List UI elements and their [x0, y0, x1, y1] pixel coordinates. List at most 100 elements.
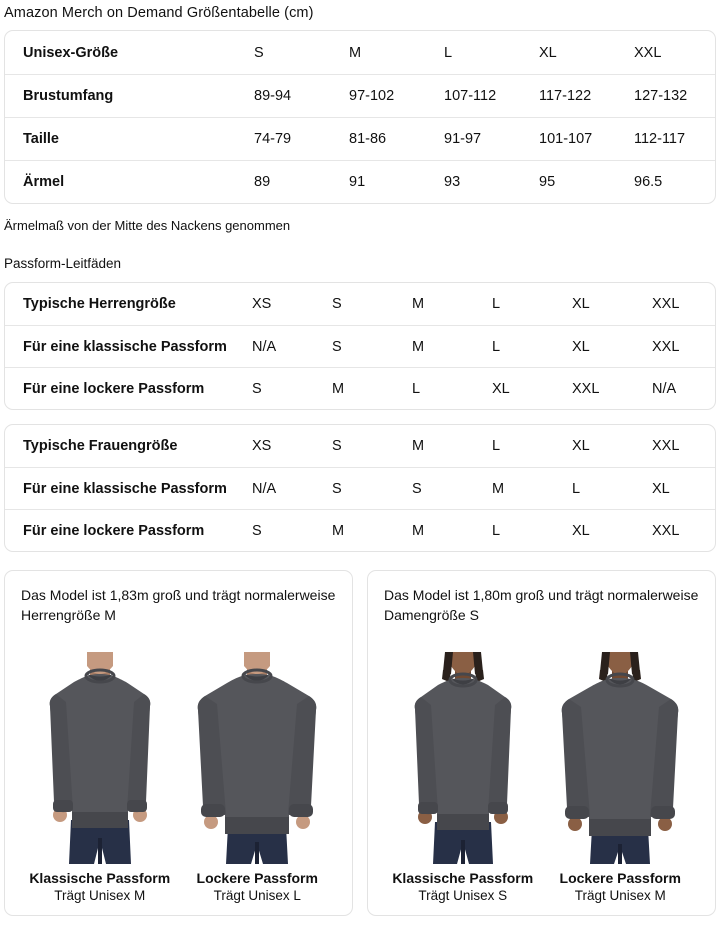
fit-size-sublabel: Trägt Unisex L	[213, 888, 301, 903]
table-cell: XS	[252, 296, 272, 312]
table-cell: S	[412, 480, 422, 497]
table-row: Brustumfang 89-94 97-102 107-112 117-122…	[5, 74, 715, 117]
table-cell: M	[412, 338, 425, 355]
row-header-label: Typische Frauengröße	[23, 438, 178, 454]
table-cell: XL	[572, 522, 590, 539]
table-cell: XL	[572, 296, 590, 312]
column-header-s: S	[254, 44, 264, 61]
row-header-label: Für eine klassische Passform	[23, 338, 227, 355]
unisex-size-table: Unisex-Größe S M L XL XXL Brustumfang 89…	[4, 30, 716, 204]
page-title: Amazon Merch on Demand Größentabelle (cm…	[4, 5, 314, 21]
womens-fit-guide-table: Typische Frauengröße XS S M L XL XXL Für…	[4, 424, 716, 552]
female-model-relaxed-image	[542, 631, 700, 864]
figure-row: Klassische Passform Trägt Unisex S	[384, 631, 699, 903]
table-row: Für eine lockere Passform S M L XL XXL N…	[5, 367, 715, 409]
figure-classic-fit: Klassische Passform Trägt Unisex S	[384, 631, 542, 903]
table-cell: L	[492, 338, 501, 355]
table-cell: M	[492, 480, 505, 497]
fit-size-sublabel: Trägt Unisex M	[574, 888, 666, 903]
table-cell: 107-112	[444, 88, 497, 104]
table-row: Typische Frauengröße XS S M L XL XXL	[5, 425, 715, 467]
table-cell: S	[332, 438, 342, 454]
male-model-classic-image	[21, 631, 179, 864]
table-cell: 117-122	[539, 88, 592, 104]
fit-label: Klassische Passform	[392, 870, 534, 886]
fit-size-sublabel: Trägt Unisex M	[54, 888, 146, 903]
table-cell: XL	[652, 480, 670, 497]
table-row: Für eine klassische Passform N/A S M L X…	[5, 325, 715, 367]
table-row: Für eine klassische Passform N/A S S M L…	[5, 467, 715, 509]
table-cell: S	[252, 522, 262, 539]
table-cell: 81-86	[349, 131, 387, 147]
table-cell: L	[492, 296, 501, 312]
table-cell: XL	[492, 380, 510, 397]
column-header-l: L	[444, 44, 453, 61]
table-cell: S	[252, 380, 262, 397]
row-header-label: Taille	[23, 131, 59, 147]
table-cell: 95	[539, 174, 556, 190]
table-cell: 74-79	[254, 131, 292, 147]
model-height-caption: Das Model ist 1,83m groß und trägt norma…	[21, 587, 336, 623]
fit-guides-label: Passform-Leitfäden	[4, 256, 122, 271]
table-cell: M	[332, 522, 345, 539]
table-cell: L	[572, 480, 581, 497]
table-cell: S	[332, 338, 342, 355]
table-cell: XXL	[652, 296, 680, 312]
row-header-label: Brustumfang	[23, 88, 114, 104]
table-cell: XXL	[652, 522, 680, 539]
table-cell: 127-132	[634, 88, 688, 104]
table-cell: XL	[572, 338, 590, 355]
row-header-label: Für eine lockere Passform	[23, 522, 205, 539]
row-header-label: Ärmel	[23, 174, 65, 190]
column-header-xxl: XXL	[634, 44, 662, 61]
table-row: Typische Herrengröße XS S M L XL XXL	[5, 283, 715, 325]
table-cell: 112-117	[634, 131, 686, 147]
model-height-caption: Das Model ist 1,80m groß und trägt norma…	[384, 587, 699, 623]
row-header-label: Typische Herrengröße	[23, 296, 176, 312]
table-cell: M	[412, 296, 425, 312]
table-cell: M	[412, 522, 425, 539]
table-cell: 91-97	[444, 131, 482, 147]
column-header-m: M	[349, 44, 362, 61]
table-cell: 96.5	[634, 174, 663, 190]
fit-label: Klassische Passform	[29, 870, 171, 886]
table-cell: L	[412, 380, 421, 397]
row-header-label: Für eine klassische Passform	[23, 480, 227, 497]
sleeve-measurement-note: Ärmelmaß von der Mitte des Nackens genom…	[4, 218, 291, 233]
table-header-row: Unisex-Größe S M L XL XXL	[5, 31, 715, 74]
table-cell: L	[492, 438, 501, 454]
table-cell: 89-94	[254, 88, 292, 104]
figure-relaxed-fit: Lockere Passform Trägt Unisex L	[179, 631, 337, 903]
table-cell: N/A	[252, 338, 277, 355]
table-cell: 93	[444, 174, 461, 190]
table-cell: XXL	[652, 438, 680, 454]
fit-label: Lockere Passform	[559, 870, 681, 886]
model-cards-container: Das Model ist 1,83m groß und trägt norma…	[4, 570, 716, 916]
table-cell: XXL	[652, 338, 680, 355]
table-cell: 91	[349, 174, 366, 190]
table-row: Für eine lockere Passform S M M L XL XXL	[5, 509, 715, 551]
table-cell: L	[492, 522, 501, 539]
figure-relaxed-fit: Lockere Passform Trägt Unisex M	[542, 631, 700, 903]
male-model-relaxed-image	[179, 631, 337, 864]
table-cell: S	[332, 296, 342, 312]
table-cell: XXL	[572, 380, 600, 397]
table-row: Ärmel 89 91 93 95 96.5	[5, 160, 715, 203]
table-cell: XS	[252, 438, 272, 454]
row-header-label: Unisex-Größe	[23, 44, 119, 61]
table-cell: N/A	[652, 380, 677, 397]
table-cell: 89	[254, 174, 271, 190]
mens-fit-guide-table: Typische Herrengröße XS S M L XL XXL Für…	[4, 282, 716, 410]
figure-classic-fit: Klassische Passform Trägt Unisex M	[21, 631, 179, 903]
female-model-card: Das Model ist 1,80m groß und trägt norma…	[367, 570, 716, 916]
column-header-xl: XL	[539, 44, 557, 61]
figure-row: Klassische Passform Trägt Unisex M	[21, 631, 336, 903]
female-model-classic-image	[384, 631, 542, 864]
fit-size-sublabel: Trägt Unisex S	[418, 888, 508, 903]
table-cell: S	[332, 480, 342, 497]
table-cell: M	[332, 380, 345, 397]
table-cell: M	[412, 438, 425, 454]
row-header-label: Für eine lockere Passform	[23, 380, 205, 397]
male-model-card: Das Model ist 1,83m groß und trägt norma…	[4, 570, 353, 916]
table-cell: XL	[572, 438, 590, 454]
